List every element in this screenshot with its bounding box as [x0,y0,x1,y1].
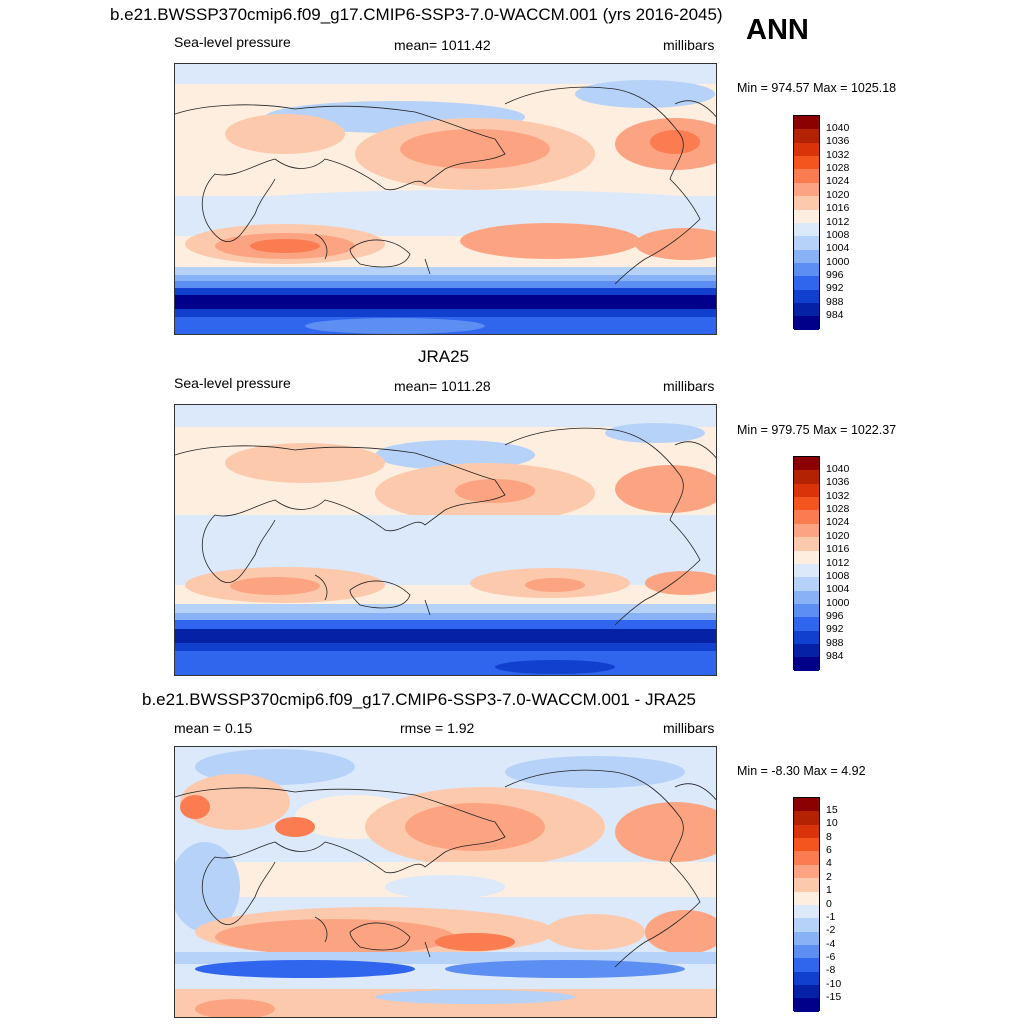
colorbar-tick-label: 1 [826,884,832,897]
season-label: ANN [746,14,809,46]
colorbar-tick-label: 1008 [826,228,850,241]
colorbar-tick-label: 992 [826,623,844,636]
colorbar-tick-label: 984 [826,309,844,321]
bottom-minmax-label: Min = -8.30 Max = 4.92 [737,764,866,778]
colorbar-tick-label: 1024 [826,175,850,188]
middle-slp-map [174,404,717,676]
colorbar-tick-label: 996 [826,609,844,622]
colorbar-tick-label: 1016 [826,202,850,215]
colorbar-tick-label: 1012 [826,215,850,228]
colorbar-tick-label: 1024 [826,516,850,529]
colorbar-tick-label: 1004 [826,242,850,255]
colorbar-tick-label: 1032 [826,489,850,502]
bottom-mean-label: mean = 0.15 [174,720,253,736]
top-variable-label: Sea-level pressure [174,34,291,50]
colorbar-tick-label: 1036 [826,476,850,489]
middle-colorbar [793,456,820,671]
colorbar-tick-label: -10 [826,977,842,990]
colorbar-tick-label: 996 [826,268,844,281]
top-units-label: millibars [663,37,715,53]
colorbar-tick-label: 1020 [826,529,850,542]
colorbar-tick-label: 8 [826,830,832,843]
colorbar-tick-label: 10 [826,817,838,830]
top-mean-label: mean= 1011.42 [394,37,491,53]
colorbar-tick-label: 1016 [826,543,850,556]
colorbar-tick-label: 4 [826,857,832,870]
colorbar-tick-label: 1028 [826,162,850,174]
bottom-diff-map [174,746,717,1018]
colorbar-tick-label: 984 [826,650,844,662]
bottom-units-label: millibars [663,720,715,736]
colorbar-tick-label: 1000 [826,596,850,609]
colorbar-tick-label: 1020 [826,188,850,201]
colorbar-tick-label: 15 [826,803,838,816]
top-slp-map [174,63,717,335]
colorbar-tick-label: 1028 [826,503,850,515]
bottom-panel-title: b.e21.BWSSP370cmip6.f09_g17.CMIP6-SSP3-7… [142,690,697,709]
colorbar-tick-label: 1000 [826,255,850,268]
colorbar-tick-label: 988 [826,636,844,649]
top-minmax-label: Min = 974.57 Max = 1025.18 [737,81,897,95]
colorbar-tick-label: 988 [826,295,844,308]
top-panel-title: b.e21.BWSSP370cmip6.f09_g17.CMIP6-SSP3-7… [110,5,723,24]
colorbar-tick-label: 1040 [826,462,850,475]
colorbar-tick-label: -2 [826,924,836,937]
bottom-rmse-label: rmse = 1.92 [400,720,475,736]
middle-minmax-label: Min = 979.75 Max = 1022.37 [737,423,897,437]
top-colorbar [793,115,820,330]
colorbar-tick-label: 0 [826,897,832,910]
middle-panel-title: JRA25 [418,347,470,366]
colorbar-tick-label: 1008 [826,569,850,582]
colorbar-tick-label: 1012 [826,556,850,569]
colorbar-tick-label: 1032 [826,148,850,161]
colorbar-tick-label: -15 [826,991,842,1003]
colorbar-tick-label: 1004 [826,583,850,596]
colorbar-tick-label: -6 [826,950,836,963]
colorbar-tick-label: 1036 [826,135,850,148]
middle-mean-label: mean= 1011.28 [394,378,491,394]
colorbar-tick-label: -4 [826,937,836,950]
colorbar-tick-label: 2 [826,870,832,883]
colorbar-tick-label: -1 [826,910,836,923]
colorbar-tick-label: 992 [826,282,844,295]
colorbar-tick-label: 6 [826,844,832,856]
middle-variable-label: Sea-level pressure [174,375,291,391]
bottom-colorbar [793,797,820,1012]
colorbar-tick-label: -8 [826,964,836,977]
colorbar-tick-label: 1040 [826,121,850,134]
middle-units-label: millibars [663,378,715,394]
